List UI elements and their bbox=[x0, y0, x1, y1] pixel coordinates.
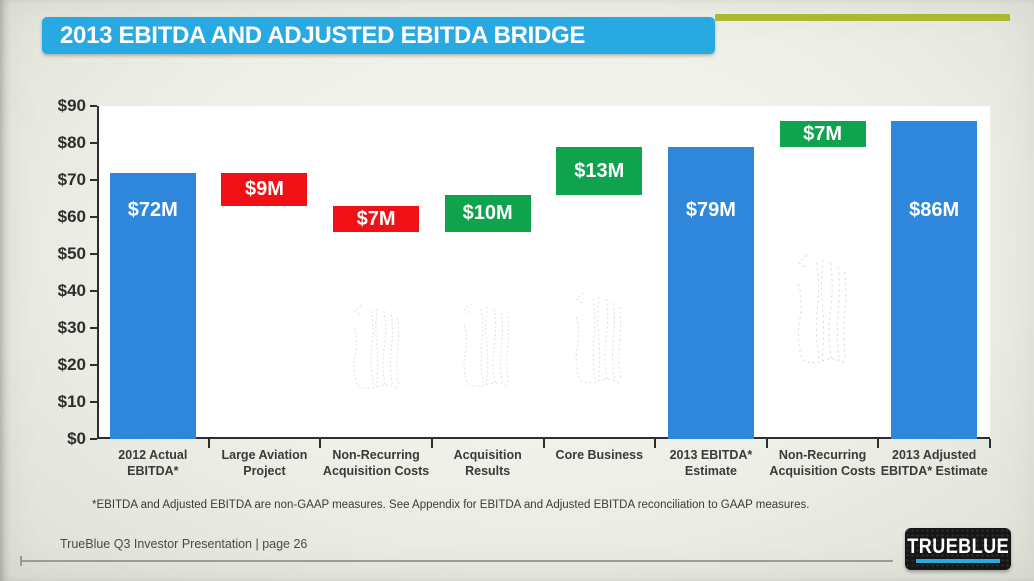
bar-6: $79M bbox=[667, 146, 754, 439]
y-axis-tick-label: $70 bbox=[57, 170, 86, 189]
slide-title: 2013 EBITDA AND ADJUSTED EBITDA BRIDGE bbox=[60, 21, 586, 49]
y-axis-tick-mark bbox=[90, 179, 97, 181]
bar-value-label: $86M bbox=[909, 198, 960, 221]
y-axis-tick-mark bbox=[90, 401, 97, 403]
x-axis-category-label: Acquisition Results bbox=[453, 448, 522, 478]
x-axis-category-label: Non-Recurring Acquisition Costs bbox=[769, 448, 876, 478]
y-axis-tick-label: $50 bbox=[57, 244, 86, 263]
x-axis-tick-mark bbox=[542, 439, 545, 448]
x-axis-tick-mark bbox=[430, 439, 433, 448]
y-axis-tick-label: $10 bbox=[57, 392, 86, 411]
y-axis-tick-mark bbox=[90, 142, 97, 144]
x-axis-category-label: Non-Recurring Acquisition Costs bbox=[322, 448, 430, 478]
x-axis-category-label: Large Aviation Project bbox=[221, 448, 308, 478]
plot-area bbox=[97, 106, 990, 439]
y-axis-tick-label: $40 bbox=[57, 281, 86, 300]
trueblue-logo-text: TRUEBLUE bbox=[907, 534, 1009, 558]
x-axis-category-label: Core Business bbox=[555, 448, 644, 462]
x-axis-tick-mark bbox=[765, 439, 768, 448]
y-axis-tick-mark bbox=[90, 327, 97, 329]
y-axis-tick-mark bbox=[90, 438, 97, 440]
x-axis-category-label: 2012 Actual EBITDA* bbox=[118, 448, 188, 478]
y-axis-tick-label: $20 bbox=[57, 355, 86, 374]
x-axis-tick-mark bbox=[877, 439, 880, 448]
x-axis-tick-mark bbox=[319, 439, 322, 448]
y-axis-tick-label: $90 bbox=[57, 96, 86, 115]
y-axis-tick-mark bbox=[90, 364, 97, 366]
bar-value-label: $7M bbox=[356, 207, 396, 230]
bar-value-label: $9M bbox=[244, 178, 284, 201]
x-axis-category-label: 2013 Adjusted EBITDA* Estimate bbox=[880, 448, 988, 478]
footnote: *EBITDA and Adjusted EBITDA are non-GAAP… bbox=[92, 499, 810, 511]
bar-value-label: $13M bbox=[574, 159, 625, 182]
bar-8: $86M bbox=[891, 120, 978, 439]
accent-line bbox=[715, 14, 1010, 21]
bar-value-label: $10M bbox=[462, 202, 513, 225]
x-axis-tick-mark bbox=[989, 439, 991, 448]
y-axis-tick-label: $80 bbox=[57, 133, 86, 152]
bar-2: $9M bbox=[221, 172, 308, 206]
footer-text: TrueBlue Q3 Investor Presentation | page… bbox=[60, 537, 308, 551]
bar-value-label: $72M bbox=[127, 198, 178, 221]
bar-value-label: $79M bbox=[685, 198, 736, 221]
y-axis-tick-label: $30 bbox=[57, 318, 86, 337]
y-axis-tick-mark bbox=[90, 253, 97, 255]
y-axis-tick-label: $60 bbox=[57, 207, 86, 226]
y-axis-tick-mark bbox=[90, 290, 97, 292]
bar-value-label: $7M bbox=[803, 122, 843, 145]
trueblue-logo: TRUEBLUE bbox=[905, 528, 1011, 570]
bar-5: $13M bbox=[556, 146, 643, 195]
bar-7: $7M bbox=[779, 120, 866, 147]
y-axis-tick-mark bbox=[90, 216, 97, 218]
bar-3: $7M bbox=[333, 205, 420, 232]
y-axis-tick-label: $0 bbox=[67, 429, 86, 448]
y-axis-tick-mark bbox=[90, 105, 97, 107]
footer-divider-line bbox=[20, 556, 893, 566]
bar-4: $10M bbox=[444, 194, 531, 232]
trueblue-logo-underline bbox=[916, 558, 1000, 563]
slide-title-banner: 2013 EBITDA AND ADJUSTED EBITDA BRIDGE bbox=[42, 17, 715, 54]
bar-1: $72M bbox=[109, 172, 196, 439]
x-axis-tick-mark bbox=[654, 439, 657, 448]
x-axis-tick-mark bbox=[207, 439, 210, 448]
x-axis-category-label: 2013 EBITDA* Estimate bbox=[669, 448, 753, 478]
